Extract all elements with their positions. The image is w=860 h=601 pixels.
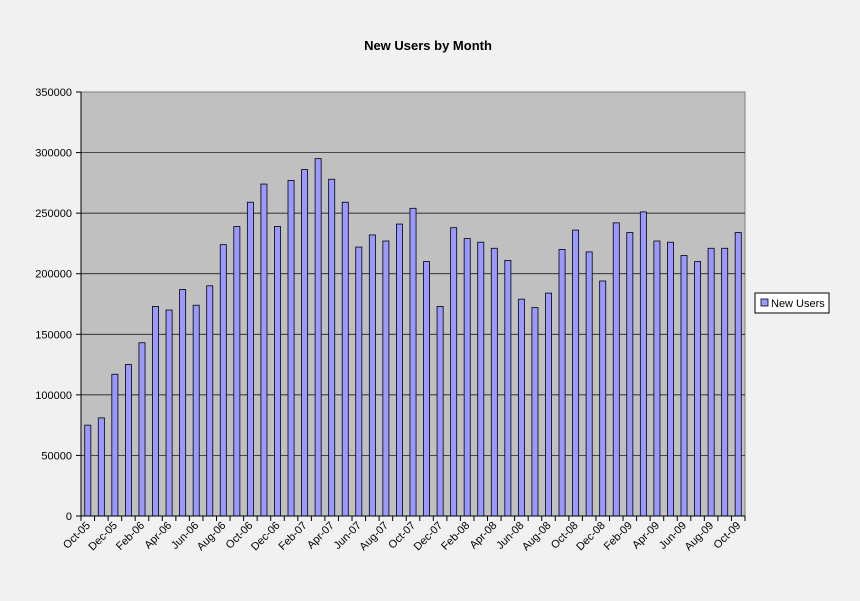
bar bbox=[287, 180, 295, 517]
bar bbox=[152, 306, 159, 517]
y-tick-label: 200000 bbox=[35, 269, 72, 281]
bar bbox=[734, 232, 742, 517]
bar bbox=[314, 158, 322, 517]
bar bbox=[301, 169, 309, 517]
x-tick-label: Apr-07 bbox=[305, 520, 337, 552]
bar bbox=[517, 298, 525, 517]
bar bbox=[707, 247, 715, 517]
bar bbox=[368, 234, 376, 517]
bar bbox=[653, 240, 661, 517]
bar bbox=[233, 226, 241, 517]
bar bbox=[409, 207, 417, 517]
x-tick-label: Apr-06 bbox=[142, 520, 174, 552]
bar bbox=[179, 289, 187, 517]
bar bbox=[477, 241, 485, 517]
bar bbox=[274, 226, 281, 517]
bar bbox=[97, 417, 105, 517]
x-tick-label: Dec-05 bbox=[86, 520, 120, 554]
x-tick-label: Aug-07 bbox=[357, 520, 391, 554]
x-tick-label: Apr-09 bbox=[630, 520, 662, 552]
bar bbox=[111, 373, 119, 517]
bar bbox=[165, 309, 173, 517]
y-tick-label: 0 bbox=[66, 511, 72, 523]
bar bbox=[124, 364, 132, 517]
bar bbox=[545, 292, 552, 517]
bar bbox=[572, 229, 580, 517]
chart-title: New Users by Month bbox=[364, 38, 492, 53]
y-tick-label: 350000 bbox=[35, 87, 72, 99]
bar bbox=[490, 247, 498, 517]
y-axis: 0 50000 100000 150000 200000 250000 300000 3500… bbox=[35, 87, 82, 523]
bar bbox=[206, 285, 214, 517]
bar bbox=[450, 227, 458, 517]
bar bbox=[463, 238, 471, 517]
x-tick-label: Aug-09 bbox=[683, 520, 717, 554]
legend-swatch bbox=[760, 298, 769, 307]
bar bbox=[585, 251, 593, 517]
x-tick-label: Oct-09 bbox=[712, 520, 744, 552]
x-tick-label: Dec-08 bbox=[574, 520, 608, 554]
x-tick-label: Dec-07 bbox=[412, 520, 446, 554]
legend: New Users bbox=[754, 292, 830, 314]
legend-box bbox=[754, 292, 830, 314]
bar bbox=[192, 304, 200, 517]
legend-label: New Users bbox=[771, 298, 825, 310]
bar bbox=[531, 307, 539, 517]
x-tick-label: Aug-08 bbox=[520, 520, 554, 554]
bars bbox=[84, 158, 742, 517]
y-tick-label: 250000 bbox=[35, 208, 72, 220]
bar bbox=[260, 183, 268, 517]
bar bbox=[612, 222, 620, 517]
x-tick-label: Aug-06 bbox=[195, 520, 229, 554]
x-tick-label: Dec-06 bbox=[249, 520, 283, 554]
x-tick-label: Feb-07 bbox=[277, 520, 310, 553]
bar bbox=[382, 240, 390, 517]
y-tick-label: 300000 bbox=[35, 148, 72, 160]
x-axis: Oct-05Dec-05Feb-06Apr-06Jun-06Aug-06Oct-… bbox=[61, 515, 746, 554]
y-tick-label: 150000 bbox=[35, 329, 72, 341]
bar bbox=[599, 280, 607, 517]
bar bbox=[667, 241, 674, 517]
bar bbox=[694, 261, 702, 517]
bar bbox=[626, 232, 634, 517]
bar bbox=[504, 259, 512, 517]
bar bbox=[395, 223, 403, 517]
bar bbox=[84, 424, 92, 517]
x-tick-label: Apr-08 bbox=[468, 520, 500, 552]
bar bbox=[328, 178, 336, 517]
y-tick-label: 50000 bbox=[41, 450, 72, 462]
bar bbox=[680, 255, 688, 517]
bar bbox=[423, 261, 431, 517]
bar bbox=[721, 247, 729, 517]
bar bbox=[341, 201, 349, 517]
bar bbox=[246, 201, 254, 517]
bar bbox=[436, 306, 444, 517]
bar bbox=[219, 244, 227, 517]
x-tick-label: Feb-06 bbox=[114, 520, 147, 553]
bar bbox=[355, 246, 363, 517]
y-tick-label: 100000 bbox=[35, 390, 72, 402]
x-tick-label: Feb-09 bbox=[602, 520, 635, 553]
bar bbox=[138, 342, 146, 517]
bar bbox=[639, 211, 647, 517]
bar bbox=[558, 249, 566, 517]
x-tick-label: Feb-08 bbox=[439, 520, 472, 553]
